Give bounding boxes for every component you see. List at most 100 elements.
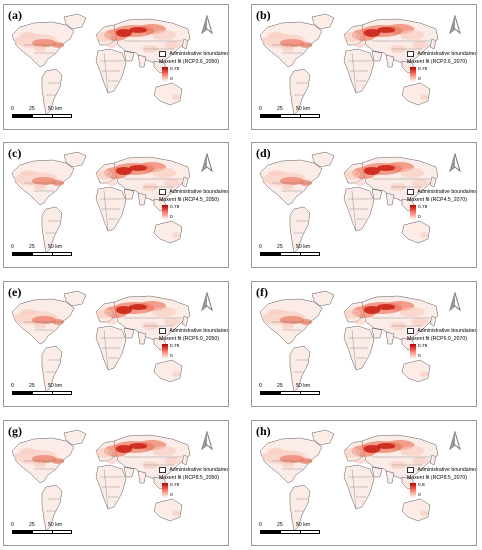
continent-southAmerica <box>41 484 63 532</box>
suitability-patch <box>343 32 361 42</box>
suitability-patch <box>19 448 37 454</box>
border-line <box>351 468 357 510</box>
map-panel-d: (d) Administrative boundaries Maxent fit (… <box>251 142 477 268</box>
legend-min-value: 0 <box>418 354 421 359</box>
scale-tick-1: 25 <box>29 244 35 250</box>
legend-boundary-label: Administrative boundaries <box>417 189 477 195</box>
continent-australia <box>153 359 183 383</box>
suitability-layer <box>14 162 180 238</box>
continent-southAmerica <box>289 68 311 116</box>
continent-southAmerica <box>41 345 63 393</box>
country-borders <box>272 172 430 234</box>
legend-boundary-label: Administrative boundaries <box>417 467 477 473</box>
continent-southAmerica <box>289 484 311 532</box>
suitability-patch <box>20 309 36 315</box>
continent-japan <box>429 315 437 327</box>
world-map <box>259 429 439 532</box>
map-panel-g: (g) Administrative boundaries Maxent fit (… <box>3 420 229 546</box>
north-arrow-icon <box>449 153 461 173</box>
border-line <box>103 329 109 371</box>
suitability-patch <box>354 319 366 325</box>
scale-tick-2: 50 km <box>48 244 63 250</box>
legend-boundary-row: Administrative boundaries <box>159 328 228 334</box>
suitability-patch <box>152 30 176 40</box>
continent-greenland <box>311 290 335 307</box>
scale-bar-graphic <box>260 114 320 118</box>
world-map <box>11 151 191 254</box>
suitability-patch <box>106 458 118 464</box>
map-legend: Administrative boundaries Maxent fit (RCP… <box>407 51 476 82</box>
suitability-layer <box>262 162 428 238</box>
world-map <box>11 13 191 116</box>
panel-label: (f) <box>256 285 268 299</box>
suitability-layer <box>14 24 180 100</box>
legend-colorbar: 0.78 0 <box>162 344 228 359</box>
continent-southAmerica <box>41 68 63 116</box>
scale-bar-graphic <box>12 252 72 256</box>
panel-label: (c) <box>8 146 22 160</box>
suitability-patch <box>172 371 180 377</box>
legend-colorbar: 0.78 0 <box>410 205 476 220</box>
suitability-patch <box>363 445 381 453</box>
legend-title: Maxent fit (RCP2.6_2070) <box>407 59 467 65</box>
suitability-patch <box>281 46 295 52</box>
continent-greenland <box>311 429 335 446</box>
scale-bar-graphic <box>260 391 320 395</box>
suitability-patch <box>34 46 46 52</box>
scale-tick-0: 0 <box>259 383 262 389</box>
legend-boundary-row: Administrative boundaries <box>407 467 477 473</box>
continent-japan <box>181 176 189 188</box>
continent-japan <box>181 315 189 327</box>
continent-india <box>137 54 147 68</box>
suitability-patch <box>376 304 396 310</box>
continent-southAmerica <box>41 206 63 254</box>
suitability-patch <box>116 29 132 37</box>
continent-india <box>385 470 395 484</box>
suitability-patch <box>281 323 295 329</box>
suitability-patch <box>172 94 180 100</box>
scale-tick-1: 25 <box>277 244 283 250</box>
legend-title: Maxent fit (RCP4.5_2050) <box>159 197 219 203</box>
scale-bar: 0 25 50 km <box>259 522 332 542</box>
suitability-patch <box>343 309 361 319</box>
legend-boundary-swatch <box>407 328 415 334</box>
country-borders <box>272 450 430 512</box>
suitability-patch <box>95 448 113 458</box>
suitability-patch <box>420 232 428 238</box>
panel-label: (g) <box>8 424 22 438</box>
continent-arabia <box>371 466 383 478</box>
legend-boundary-row: Administrative boundaries <box>159 467 229 473</box>
scale-bar: 0 25 50 km <box>11 244 84 264</box>
legend-max-value: 0.8 <box>418 483 425 488</box>
scale-tick-1: 25 <box>29 383 35 389</box>
map-panel-e: (e) Administrative boundaries Maxent fit (… <box>3 281 229 407</box>
suitability-patch <box>96 32 112 42</box>
suitability-patch <box>96 170 112 180</box>
panel-label: (b) <box>256 8 271 22</box>
scale-tick-2: 50 km <box>48 522 63 528</box>
suitability-patch <box>363 29 381 37</box>
suitability-patch <box>107 180 117 186</box>
legend-min-value: 0 <box>170 354 173 359</box>
world-map <box>259 13 439 116</box>
north-arrow-icon <box>201 431 213 451</box>
scale-tick-2: 50 km <box>48 106 63 112</box>
panel-label: (h) <box>256 424 271 438</box>
border-line <box>103 468 109 510</box>
legend-boundary-label: Administrative boundaries <box>169 467 229 473</box>
legend-boundary-swatch <box>407 467 415 473</box>
continent-arabia <box>371 50 383 62</box>
continent-greenland <box>63 429 87 446</box>
scale-tick-1: 25 <box>277 383 283 389</box>
suitability-layer <box>261 301 429 377</box>
legend-max-value: 0.79 <box>418 67 428 72</box>
map-legend: Administrative boundaries Maxent fit (RCP… <box>159 467 229 498</box>
suitability-patch <box>343 448 361 458</box>
legend-boundary-swatch <box>159 328 167 334</box>
suitability-patch <box>151 446 177 456</box>
suitability-patch <box>34 184 46 190</box>
scale-bar-graphic <box>12 530 72 534</box>
border-line <box>351 52 357 94</box>
scale-bar: 0 25 50 km <box>11 106 84 126</box>
continent-greenland <box>63 290 87 307</box>
